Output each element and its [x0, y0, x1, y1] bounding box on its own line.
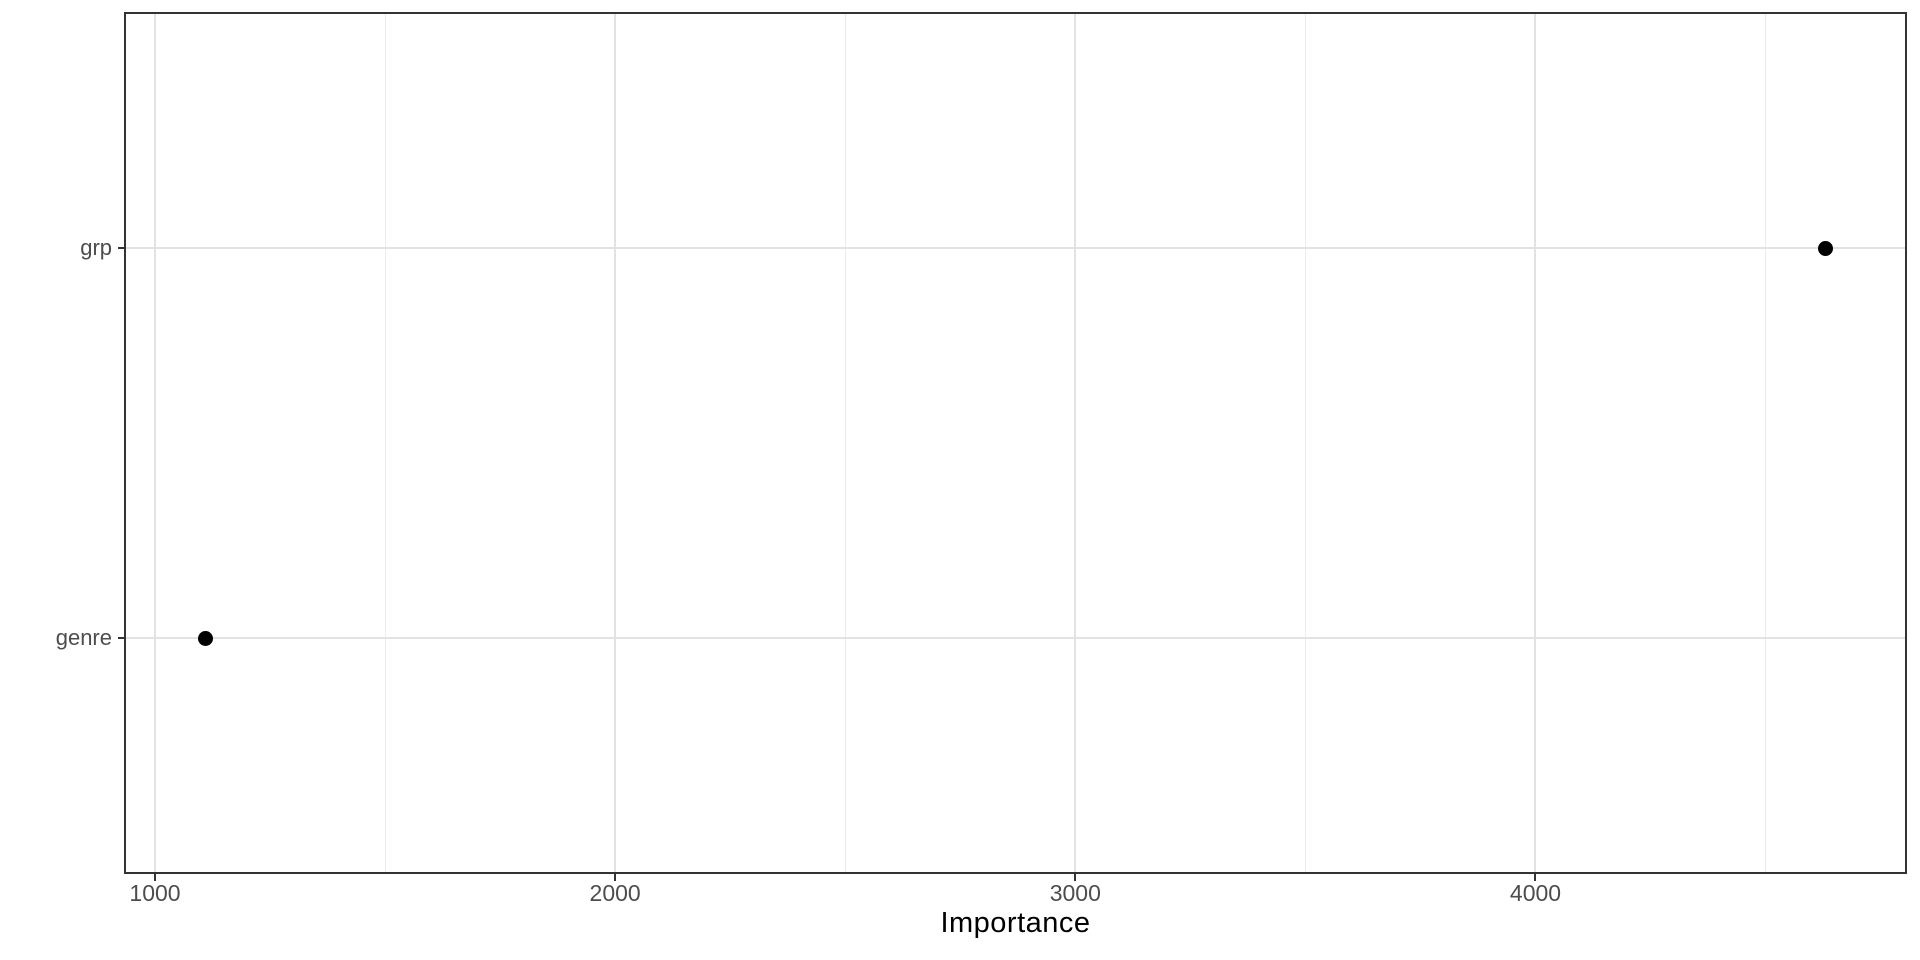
x-minor-gridline	[1765, 14, 1767, 872]
x-major-gridline	[153, 14, 156, 872]
x-tick-label: 2000	[589, 880, 641, 906]
x-tick-label: 3000	[1049, 880, 1101, 906]
x-tick-mark	[153, 873, 156, 881]
x-major-gridline	[1074, 14, 1077, 872]
data-point	[198, 630, 214, 646]
x-minor-gridline	[384, 14, 386, 872]
y-tick-mark	[118, 637, 126, 639]
x-axis-title: Importance	[940, 907, 1091, 939]
x-minor-gridline	[844, 14, 846, 872]
y-major-gridline	[126, 247, 1905, 249]
y-major-gridline	[126, 637, 1905, 639]
x-tick-label: 1000	[129, 880, 181, 906]
x-tick-mark	[614, 873, 617, 881]
x-major-gridline	[614, 14, 617, 872]
chart-panel	[126, 14, 1905, 872]
data-point	[1817, 240, 1833, 256]
y-tick-mark	[118, 247, 126, 249]
y-tick-label: genre	[55, 625, 112, 650]
x-tick-label: 4000	[1509, 880, 1562, 906]
x-tick-mark	[1534, 873, 1537, 881]
x-tick-mark	[1074, 873, 1077, 881]
x-minor-gridline	[1304, 14, 1306, 872]
y-tick-label: grp	[80, 235, 112, 260]
x-major-gridline	[1534, 14, 1537, 872]
